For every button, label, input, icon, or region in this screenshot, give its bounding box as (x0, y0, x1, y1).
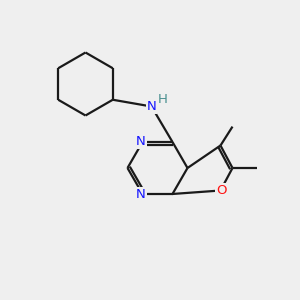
Text: N: N (147, 100, 156, 113)
Text: O: O (216, 184, 226, 197)
Text: H: H (158, 93, 168, 106)
Text: N: N (136, 188, 146, 201)
Text: N: N (136, 135, 146, 148)
